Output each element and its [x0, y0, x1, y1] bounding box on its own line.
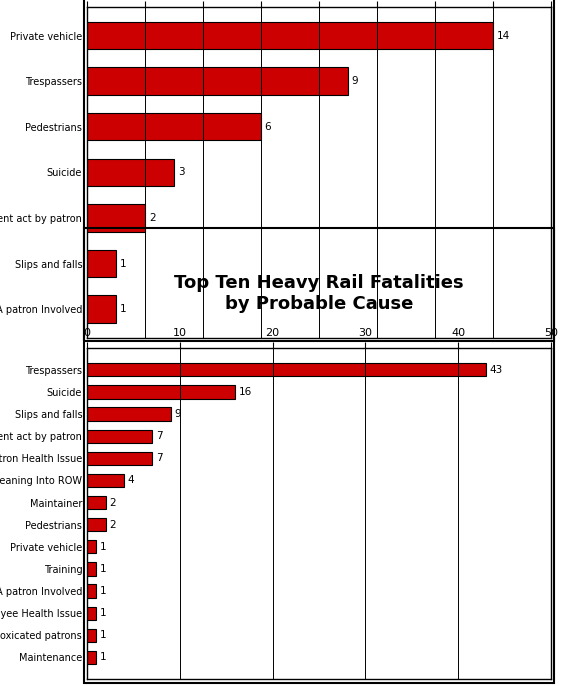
- Bar: [87, 518, 106, 532]
- Bar: [87, 429, 152, 443]
- Text: 6: 6: [265, 122, 271, 132]
- Text: 1: 1: [100, 630, 107, 640]
- Bar: [87, 584, 97, 598]
- Text: 9: 9: [174, 409, 181, 419]
- Bar: [87, 474, 124, 487]
- Text: 1: 1: [120, 304, 126, 314]
- Bar: [87, 563, 97, 576]
- Text: 1: 1: [100, 542, 107, 552]
- Text: 16: 16: [239, 387, 252, 397]
- Text: 9: 9: [352, 76, 358, 86]
- Text: 2: 2: [110, 520, 116, 530]
- Bar: [87, 496, 106, 509]
- Bar: [87, 363, 486, 377]
- Bar: [87, 250, 116, 277]
- Bar: [87, 407, 171, 421]
- Text: 2: 2: [110, 497, 116, 508]
- Text: 7: 7: [156, 431, 162, 441]
- Text: 3: 3: [178, 167, 184, 178]
- Bar: [87, 296, 116, 323]
- Bar: [87, 628, 97, 642]
- Text: 2: 2: [149, 213, 156, 223]
- Text: 1: 1: [120, 259, 126, 268]
- Text: Number of Fatalities: Number of Fatalities: [256, 357, 382, 370]
- Text: 14: 14: [496, 31, 510, 40]
- Bar: [87, 22, 493, 49]
- Text: 1: 1: [100, 652, 107, 663]
- Text: 43: 43: [490, 365, 503, 375]
- Text: 7: 7: [156, 453, 162, 463]
- Bar: [87, 606, 97, 620]
- Title: Top Ten Heavy Rail Fatalities
by Probable Cause: Top Ten Heavy Rail Fatalities by Probabl…: [174, 274, 464, 314]
- Bar: [87, 651, 97, 664]
- Bar: [87, 451, 152, 465]
- Text: 1: 1: [100, 586, 107, 596]
- Bar: [87, 113, 261, 141]
- Bar: [87, 540, 97, 554]
- Bar: [87, 158, 174, 186]
- Text: 1: 1: [100, 608, 107, 618]
- Text: 1: 1: [100, 564, 107, 574]
- Text: 4: 4: [128, 475, 134, 486]
- Bar: [87, 204, 145, 232]
- Bar: [87, 67, 348, 95]
- Bar: [87, 386, 235, 399]
